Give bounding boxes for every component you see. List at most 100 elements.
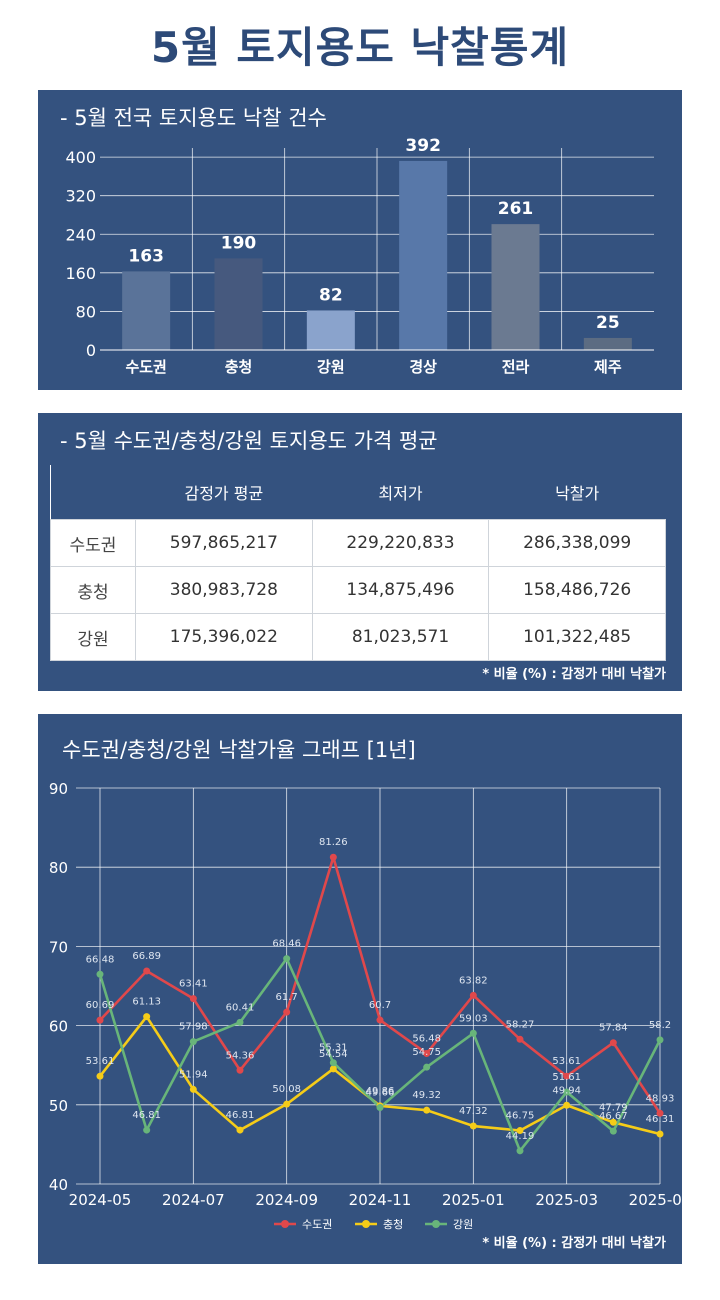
data-point — [609, 1039, 617, 1047]
data-point — [96, 970, 104, 978]
data-point — [516, 1127, 524, 1135]
bar-value-label: 163 — [128, 246, 164, 266]
data-label: 54.36 — [226, 1050, 255, 1061]
row-label: 수도권 — [50, 519, 136, 567]
x-tick-label: 2025-05 — [629, 1191, 682, 1209]
x-tick-label: 2024-05 — [69, 1191, 132, 1209]
data-label: 60.69 — [86, 1000, 115, 1011]
x-tick-label: 2024-09 — [255, 1191, 318, 1209]
data-point — [143, 1126, 151, 1134]
data-point — [563, 1101, 571, 1109]
data-label: 57.98 — [179, 1022, 208, 1033]
y-tick-label: 320 — [65, 187, 96, 206]
bar — [491, 224, 540, 350]
data-point — [143, 967, 151, 975]
bar-value-label: 261 — [498, 199, 534, 219]
data-point — [236, 1066, 244, 1074]
data-label: 68.46 — [272, 939, 301, 950]
y-tick-label: 0 — [86, 341, 96, 360]
data-point — [236, 1126, 244, 1134]
data-label: 66.89 — [132, 951, 161, 962]
data-label: 49.94 — [552, 1085, 581, 1096]
x-tick-label: 수도권 — [125, 358, 166, 376]
data-label: 54.75 — [412, 1047, 441, 1058]
ratio-note: * 비율 (%) : 감정가 대비 낙찰가 — [482, 1236, 666, 1251]
bar-value-label: 82 — [319, 285, 343, 305]
table-header-winning-bid: 낙찰가 — [488, 465, 666, 520]
bar-value-label: 392 — [405, 136, 441, 156]
legend-label: 강원 — [453, 1218, 473, 1231]
data-label: 53.61 — [86, 1056, 115, 1067]
row-label: 강원 — [50, 613, 136, 661]
y-tick-label: 90 — [49, 780, 68, 798]
table-header-minimum: 최저가 — [312, 465, 489, 520]
data-label: 53.61 — [552, 1056, 581, 1067]
data-point — [469, 1122, 477, 1130]
legend-swatch-marker — [281, 1220, 289, 1228]
x-tick-label: 제주 — [594, 358, 622, 376]
data-point — [656, 1109, 664, 1117]
data-label: 56.48 — [412, 1033, 441, 1044]
x-tick-label: 충청 — [225, 358, 253, 376]
data-point — [189, 995, 197, 1003]
data-point — [236, 1018, 244, 1026]
bar-chart-title: - 5월 전국 토지용도 낙찰 건수 — [60, 106, 327, 130]
x-tick-label: 전라 — [502, 358, 530, 376]
table-cell: 134,875,496 — [311, 566, 490, 614]
bar — [583, 337, 632, 350]
bar-value-label: 25 — [596, 313, 620, 333]
row-label: 충청 — [50, 566, 136, 614]
bar-chart-panel: - 5월 전국 토지용도 낙찰 건수 0 80 160 240 320 400 163 수도권… — [38, 90, 682, 390]
data-point — [96, 1016, 104, 1024]
data-label: 61.7 — [276, 992, 298, 1003]
y-tick-label: 40 — [49, 1176, 68, 1194]
data-label: 46.67 — [599, 1111, 628, 1122]
line-chart-title: 수도권/충청/강원 낙찰가율 그래프 [1년] — [62, 738, 416, 762]
table-row: 수도권 597,865,217 229,220,833 286,338,099 — [50, 519, 666, 567]
data-label: 50.08 — [272, 1084, 301, 1095]
bar-value-label: 190 — [221, 233, 257, 253]
data-point — [423, 1063, 431, 1071]
bar — [122, 271, 171, 350]
data-point — [609, 1118, 617, 1126]
data-label: 48.93 — [646, 1093, 675, 1104]
data-label: 46.81 — [132, 1110, 161, 1121]
data-point — [96, 1072, 104, 1080]
table-cell: 380,983,728 — [135, 566, 313, 614]
table-row: 충청 380,983,728 134,875,496 158,486,726 — [50, 566, 666, 614]
data-point — [329, 1065, 337, 1073]
data-point — [283, 1100, 291, 1108]
price-table-title: - 5월 수도권/충청/강원 토지용도 가격 평균 — [60, 429, 438, 453]
data-label: 61.13 — [132, 997, 161, 1008]
data-point — [283, 955, 291, 963]
y-tick-label: 80 — [76, 302, 96, 321]
data-label: 51.61 — [552, 1072, 581, 1083]
data-label: 49.86 — [366, 1086, 395, 1097]
data-point — [656, 1130, 664, 1138]
data-point — [329, 1059, 337, 1067]
data-label: 49.66 — [366, 1087, 395, 1098]
x-tick-label: 2024-07 — [162, 1191, 225, 1209]
page-title: 5월 토지용도 낙찰통계 — [150, 23, 570, 72]
data-label: 59.03 — [459, 1013, 488, 1024]
table-cell: 175,396,022 — [135, 613, 313, 661]
data-label: 63.82 — [459, 975, 488, 986]
data-label: 57.84 — [599, 1023, 628, 1034]
data-label: 46.81 — [226, 1110, 255, 1121]
data-label: 47.32 — [459, 1106, 488, 1117]
table-header-region — [50, 465, 136, 520]
data-label: 49.32 — [412, 1090, 441, 1101]
data-label: 60.41 — [226, 1002, 255, 1013]
data-point — [329, 853, 337, 861]
table-row: 강원 175,396,022 81,023,571 101,322,485 — [50, 613, 666, 661]
data-label: 46.31 — [646, 1114, 675, 1125]
table-cell: 158,486,726 — [488, 566, 666, 614]
price-table-panel: - 5월 수도권/충청/강원 토지용도 가격 평균 감정가 평균 최저가 낙찰가… — [38, 413, 682, 691]
data-point — [609, 1127, 617, 1135]
price-table: 감정가 평균 최저가 낙찰가 수도권 597,865,217 229,220,8… — [50, 465, 666, 661]
legend-label: 충청 — [383, 1218, 403, 1231]
x-tick-label: 2025-01 — [442, 1191, 505, 1209]
y-tick-label: 240 — [65, 225, 96, 244]
data-label: 66.48 — [86, 954, 115, 965]
x-tick-label: 2024-11 — [349, 1191, 412, 1209]
